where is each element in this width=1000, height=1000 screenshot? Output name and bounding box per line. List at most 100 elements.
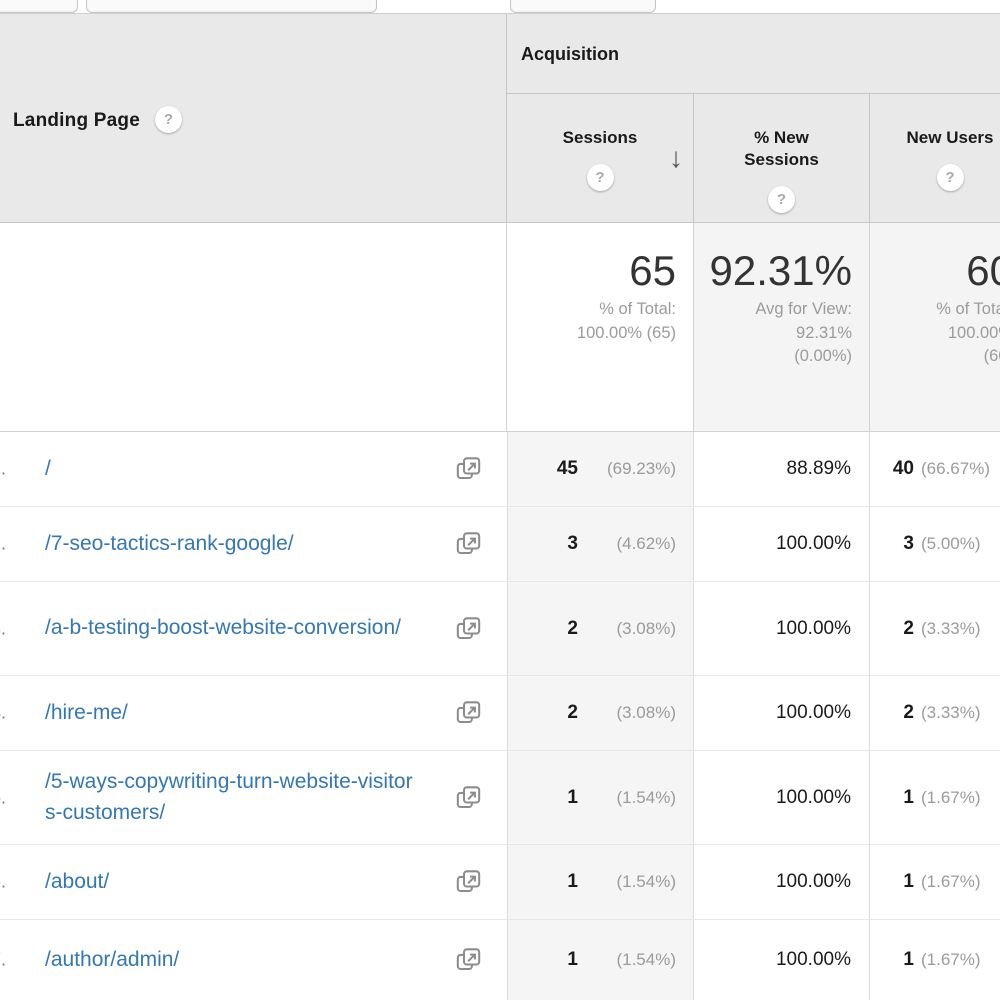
section-header-acquisition: Acquisition bbox=[507, 14, 1000, 94]
table-row: 5. /5-ways-copywriting-turn-website-visi… bbox=[0, 751, 1000, 845]
sessions-cell: 1 (1.54%) bbox=[507, 845, 693, 919]
landing-page-cell: 4. /hire-me/ bbox=[0, 676, 507, 750]
pct-new-sessions-cell: 88.89% bbox=[693, 432, 869, 506]
toolbar-control-2[interactable] bbox=[86, 0, 377, 13]
new-users-percent: (1.67%) bbox=[921, 950, 981, 969]
pct-new-sessions-cell: 100.00% bbox=[693, 676, 869, 750]
column-header-landing-page[interactable]: Landing Page ? bbox=[0, 14, 507, 222]
new-users-percent: (3.33%) bbox=[921, 703, 981, 722]
new-users-value: 1 bbox=[903, 871, 914, 892]
summary-pct-new-sessions-cell: 92.31% Avg for View: 92.31% (0.00%) bbox=[693, 223, 869, 431]
pct-new-sessions-avg-value: 92.31% bbox=[796, 323, 852, 342]
new-users-percent: (66.67%) bbox=[921, 459, 990, 478]
sessions-value: 2 bbox=[567, 617, 578, 639]
metric-column-headers: Sessions ? ↓ % New Sessions ? New Users … bbox=[507, 94, 1000, 222]
new-users-percent: (3.33%) bbox=[921, 618, 981, 638]
landing-page-cell: 5. /5-ways-copywriting-turn-website-visi… bbox=[0, 751, 507, 844]
landing-page-link[interactable]: /about/ bbox=[45, 869, 110, 893]
help-icon[interactable]: ? bbox=[154, 106, 182, 133]
table-row: 7. /author/admin/ 1 (1.54%) 100.00% 1 (1… bbox=[0, 920, 1000, 1000]
row-index: 6. bbox=[0, 871, 7, 892]
section-header-label: Acquisition bbox=[521, 44, 619, 64]
open-page-icon[interactable] bbox=[455, 531, 482, 558]
landing-page-link[interactable]: /5-ways-copywriting-turn-website-visitor… bbox=[45, 770, 413, 824]
open-page-icon[interactable] bbox=[455, 947, 482, 974]
summary-row: 65 % of Total: 100.00% (65) 92.31% Avg f… bbox=[0, 223, 1000, 432]
table-header: Landing Page ? Acquisition Sessions ? ↓ … bbox=[0, 14, 1000, 223]
table-row: 4. /hire-me/ 2 (3.08%) 100.00% 2 (3.33%) bbox=[0, 676, 1000, 751]
summary-sessions-cell: 65 % of Total: 100.00% (65) bbox=[507, 223, 693, 431]
table-row: 6. /about/ 1 (1.54%) 100.00% 1 (1.67%) bbox=[0, 845, 1000, 920]
pct-new-sessions-value: 100.00% bbox=[775, 702, 851, 723]
landing-page-link[interactable]: /a-b-testing-boost-website-conversion/ bbox=[45, 616, 401, 640]
new-users-value: 3 bbox=[903, 533, 914, 554]
new-users-caption: % of Total: bbox=[936, 300, 1000, 319]
new-users-cell: 1 (1.67%) bbox=[869, 751, 1000, 844]
column-label: Sessions bbox=[562, 128, 638, 147]
new-users-total-count: (60) bbox=[983, 347, 1000, 366]
pct-new-sessions-value: 100.00% bbox=[775, 949, 851, 970]
pct-new-sessions-value: 88.89% bbox=[786, 458, 851, 479]
landing-page-link[interactable]: /7-seo-tactics-rank-google/ bbox=[45, 531, 294, 555]
toolbar-control-3[interactable] bbox=[510, 0, 656, 13]
sessions-cell: 1 (1.54%) bbox=[507, 751, 693, 844]
pct-new-sessions-cell: 100.00% bbox=[693, 845, 869, 919]
sort-descending-icon[interactable]: ↓ bbox=[669, 142, 683, 173]
new-users-percent: (5.00%) bbox=[921, 534, 981, 553]
new-users-percent: (1.67%) bbox=[921, 787, 981, 807]
sessions-value: 1 bbox=[567, 786, 578, 808]
row-index: 1. bbox=[0, 458, 7, 479]
sessions-cell: 45 (69.23%) bbox=[507, 432, 693, 506]
table-row: 1. / 45 (69.23%) 88.89% 40 (66.67%) bbox=[0, 432, 1000, 507]
sessions-cell: 3 (4.62%) bbox=[507, 507, 693, 581]
sessions-percent: (1.54%) bbox=[616, 872, 676, 891]
row-index: 2. bbox=[0, 533, 7, 554]
pct-new-sessions-value: 100.00% bbox=[775, 871, 851, 892]
sessions-percent: (1.54%) bbox=[616, 950, 676, 969]
help-icon[interactable]: ? bbox=[936, 164, 964, 192]
row-index: 4. bbox=[0, 702, 7, 723]
column-label: % New Sessions bbox=[744, 128, 819, 170]
column-header-pct-new-sessions[interactable]: % New Sessions ? bbox=[693, 94, 869, 222]
summary-new-users-cell: 60 % of Total: 100.00% (60) bbox=[869, 223, 1000, 431]
open-page-icon[interactable] bbox=[455, 869, 482, 896]
dimension-header-label: Landing Page bbox=[13, 110, 140, 131]
sessions-value: 3 bbox=[567, 533, 578, 554]
pct-new-sessions-value: 100.00% bbox=[775, 786, 851, 808]
help-icon[interactable]: ? bbox=[586, 164, 614, 192]
summary-dimension-cell bbox=[0, 223, 507, 431]
open-page-icon[interactable] bbox=[455, 700, 482, 727]
new-users-value: 1 bbox=[903, 949, 914, 970]
pct-new-sessions-cell: 100.00% bbox=[693, 920, 869, 1000]
new-users-value: 1 bbox=[903, 786, 914, 808]
landing-page-cell: 7. /author/admin/ bbox=[0, 920, 507, 1000]
row-index: 5. bbox=[0, 787, 7, 807]
pct-new-sessions-caption: Avg for View: bbox=[755, 300, 852, 319]
landing-page-cell: 3. /a-b-testing-boost-website-conversion… bbox=[0, 582, 507, 675]
open-page-icon[interactable] bbox=[455, 456, 482, 483]
pct-new-sessions-cell: 100.00% bbox=[693, 582, 869, 675]
landing-page-link[interactable]: / bbox=[45, 456, 51, 480]
sessions-total: 65 bbox=[629, 247, 676, 294]
table-row: 3. /a-b-testing-boost-website-conversion… bbox=[0, 582, 1000, 676]
landing-page-cell: 6. /about/ bbox=[0, 845, 507, 919]
table-body: 1. / 45 (69.23%) 88.89% 40 (66.67%) bbox=[0, 432, 1000, 1000]
sessions-total-percent: 100.00% (65) bbox=[576, 323, 676, 342]
toolbar-control-1[interactable] bbox=[0, 0, 78, 13]
sessions-cell: 2 (3.08%) bbox=[507, 676, 693, 750]
landing-page-link[interactable]: /hire-me/ bbox=[45, 700, 128, 724]
open-page-icon[interactable] bbox=[455, 784, 482, 811]
open-page-icon[interactable] bbox=[455, 615, 482, 642]
new-users-total-percent: 100.00% bbox=[947, 323, 1000, 342]
landing-page-link[interactable]: /author/admin/ bbox=[45, 947, 180, 971]
landing-page-cell: 1. / bbox=[0, 432, 507, 506]
sessions-cell: 2 (3.08%) bbox=[507, 582, 693, 675]
pct-new-sessions-delta: (0.00%) bbox=[794, 347, 852, 366]
new-users-cell: 1 (1.67%) bbox=[869, 845, 1000, 919]
landing-page-cell: 2. /7-seo-tactics-rank-google/ bbox=[0, 507, 507, 581]
help-icon[interactable]: ? bbox=[768, 186, 795, 214]
column-header-new-users[interactable]: New Users ? bbox=[869, 94, 1000, 222]
new-users-value: 2 bbox=[903, 702, 914, 723]
column-header-sessions[interactable]: Sessions ? ↓ bbox=[507, 94, 693, 222]
